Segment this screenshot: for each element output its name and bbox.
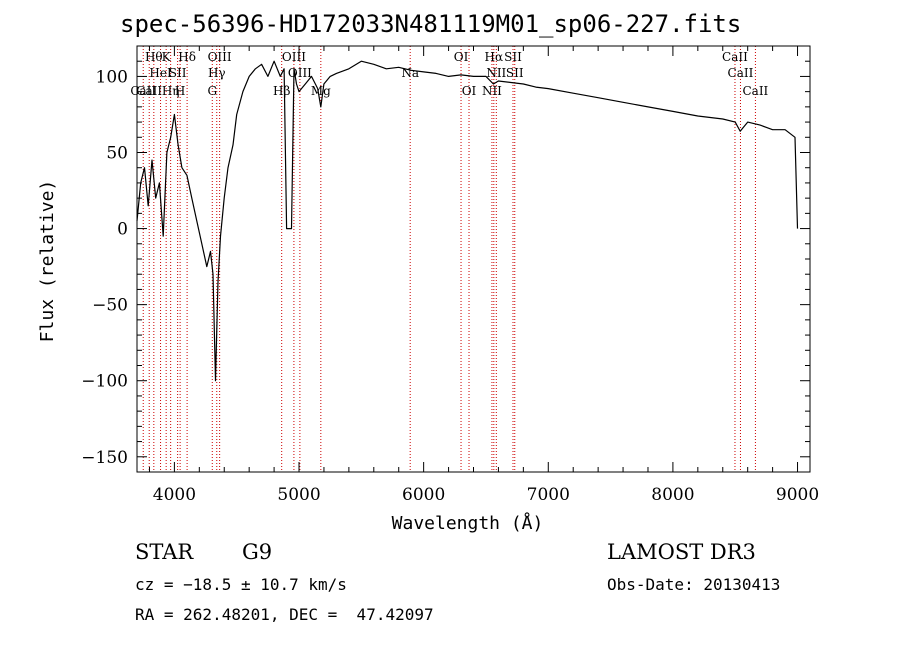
line-label-7: H — [175, 84, 185, 98]
line-label-13: OIII — [282, 50, 306, 64]
y-axis-label: Flux (relative) — [37, 180, 58, 343]
line-label-20: Hα — [485, 50, 504, 64]
line-label-11: OIII — [208, 50, 232, 64]
y-tick-label--150: −150 — [81, 448, 128, 468]
chart-title: spec-56396-HD172033N481119M01_sp06-227.f… — [120, 10, 742, 38]
y-tick-label-100: 100 — [96, 67, 128, 87]
y-tick-label-50: 50 — [106, 144, 128, 164]
line-label-8: Hδ — [178, 50, 196, 64]
series-layer — [136, 60, 799, 382]
line-label-10: Hγ — [208, 66, 226, 80]
axes: 4000 5000 6000 7000 8000 9000 −150 −100 −50 0 50 10… — [37, 45, 819, 534]
line-label-19: NII — [482, 84, 502, 98]
line-label-6: SII — [169, 66, 187, 80]
line-label-2: Hθ — [145, 50, 163, 64]
line-label-18: OI — [462, 84, 477, 98]
x-tick-label-8000: 8000 — [651, 485, 694, 505]
series-line-0 — [136, 60, 799, 382]
x-axis-label: Wavelength (Å) — [392, 512, 544, 534]
line-label-26: CaII — [742, 84, 768, 98]
obs-date: Obs-Date: 20130413 — [607, 575, 781, 594]
line-label-9: G — [207, 84, 217, 98]
x-tick-label-5000: 5000 — [277, 485, 320, 505]
y-tick-label--50: −50 — [92, 296, 128, 316]
y-tick-label-0: 0 — [117, 220, 128, 240]
line-label-25: CaII — [728, 66, 754, 80]
line-label-21: NII — [486, 66, 506, 80]
line-label-22: SII — [504, 50, 522, 64]
line-label-17: OI — [454, 50, 469, 64]
y-tick-label--100: −100 — [81, 372, 128, 392]
line-labels: CaIICaIIHθHeIKHηSIIHHδGHγOIIIHβOIIIOIIIM… — [130, 50, 768, 98]
line-label-1: CaII — [136, 84, 162, 98]
redshift-cz: cz = −18.5 ± 10.7 km/s — [135, 575, 347, 594]
line-label-14: OIII — [288, 66, 312, 80]
line-label-5: Hη — [162, 84, 180, 98]
line-label-12: Hβ — [273, 84, 290, 98]
ra-dec: RA = 262.48201, DEC = 47.42097 — [135, 605, 434, 624]
survey-name: LAMOST DR3 — [607, 540, 756, 564]
line-label-15: Mg — [311, 84, 331, 98]
line-label-16: Na — [401, 66, 419, 80]
line-label-23: SII — [506, 66, 524, 80]
x-tick-label-7000: 7000 — [527, 485, 570, 505]
line-label-24: CaII — [722, 50, 748, 64]
line-label-0: CaII — [130, 84, 156, 98]
x-tick-label-4000: 4000 — [153, 485, 196, 505]
spectral-line-markers — [142, 46, 756, 472]
x-tick-label-6000: 6000 — [402, 485, 445, 505]
line-label-4: K — [162, 50, 172, 64]
object-subclass: G9 — [242, 540, 273, 564]
x-tick-label-9000: 9000 — [776, 485, 819, 505]
object-class: STAR — [135, 540, 194, 564]
line-label-3: HeI — [149, 66, 172, 80]
